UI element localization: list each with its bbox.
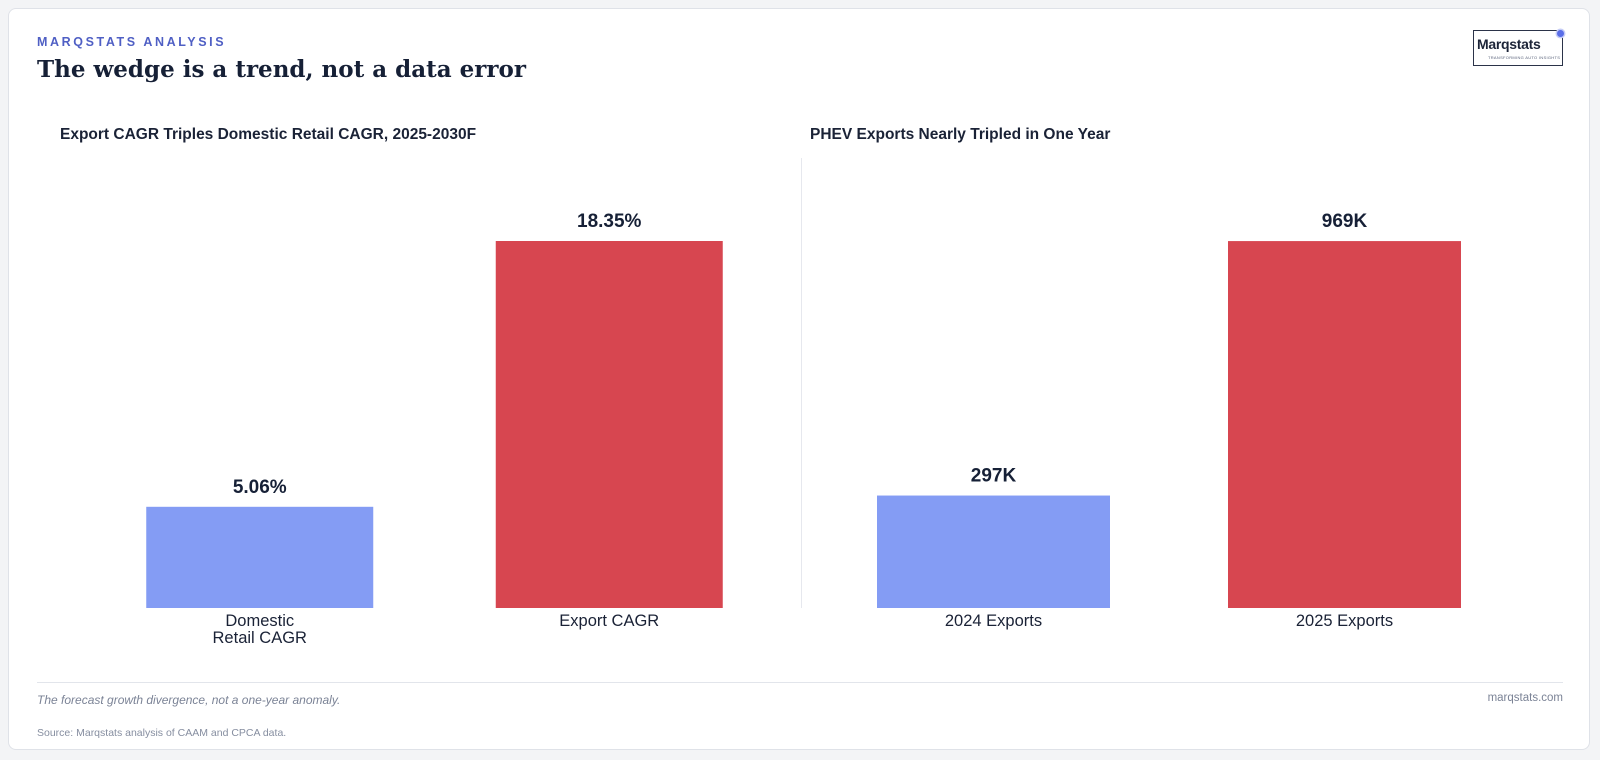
data-label-left-1: 18.35% (577, 211, 642, 232)
left-chart-title: Export CAGR Triples Domestic Retail CAGR… (60, 126, 477, 143)
kicker-label: MARQSTATS ANALYSIS (37, 35, 227, 49)
data-label-left-0: 5.06% (233, 477, 287, 498)
panel-divider (801, 158, 802, 608)
right-chart-title: PHEV Exports Nearly Tripled in One Year (810, 126, 1111, 143)
logo-dot-icon (1557, 30, 1564, 37)
footer-divider (37, 682, 1563, 683)
source-note: Source: Marqstats analysis of CAAM and C… (37, 727, 287, 739)
brand-logo: Marqstats TRANSFORMING AUTO INSIGHTS (1473, 30, 1564, 66)
bar-right-0 (877, 495, 1110, 608)
category-label-left-0: Domestic Retail CAGR (213, 612, 308, 647)
bar-left-1 (495, 241, 723, 608)
category-label-left-1: Export CAGR (559, 612, 659, 630)
bar-right-1 (1228, 241, 1461, 608)
category-label-right-0: 2024 Exports (945, 612, 1042, 630)
footnote-text: The forecast growth divergence, not a on… (37, 693, 341, 707)
category-label-right-1: 2025 Exports (1296, 612, 1393, 630)
data-label-right-1: 969K (1322, 211, 1368, 232)
logo-wordmark: Marqstats (1477, 36, 1541, 52)
data-label-right-0: 297K (971, 466, 1017, 487)
logo-tagline: TRANSFORMING AUTO INSIGHTS (1488, 55, 1561, 60)
bar-left-0 (146, 506, 374, 608)
page-title: The wedge is a trend, not a data error (37, 56, 526, 83)
site-link[interactable]: marqstats.com (1487, 692, 1563, 704)
